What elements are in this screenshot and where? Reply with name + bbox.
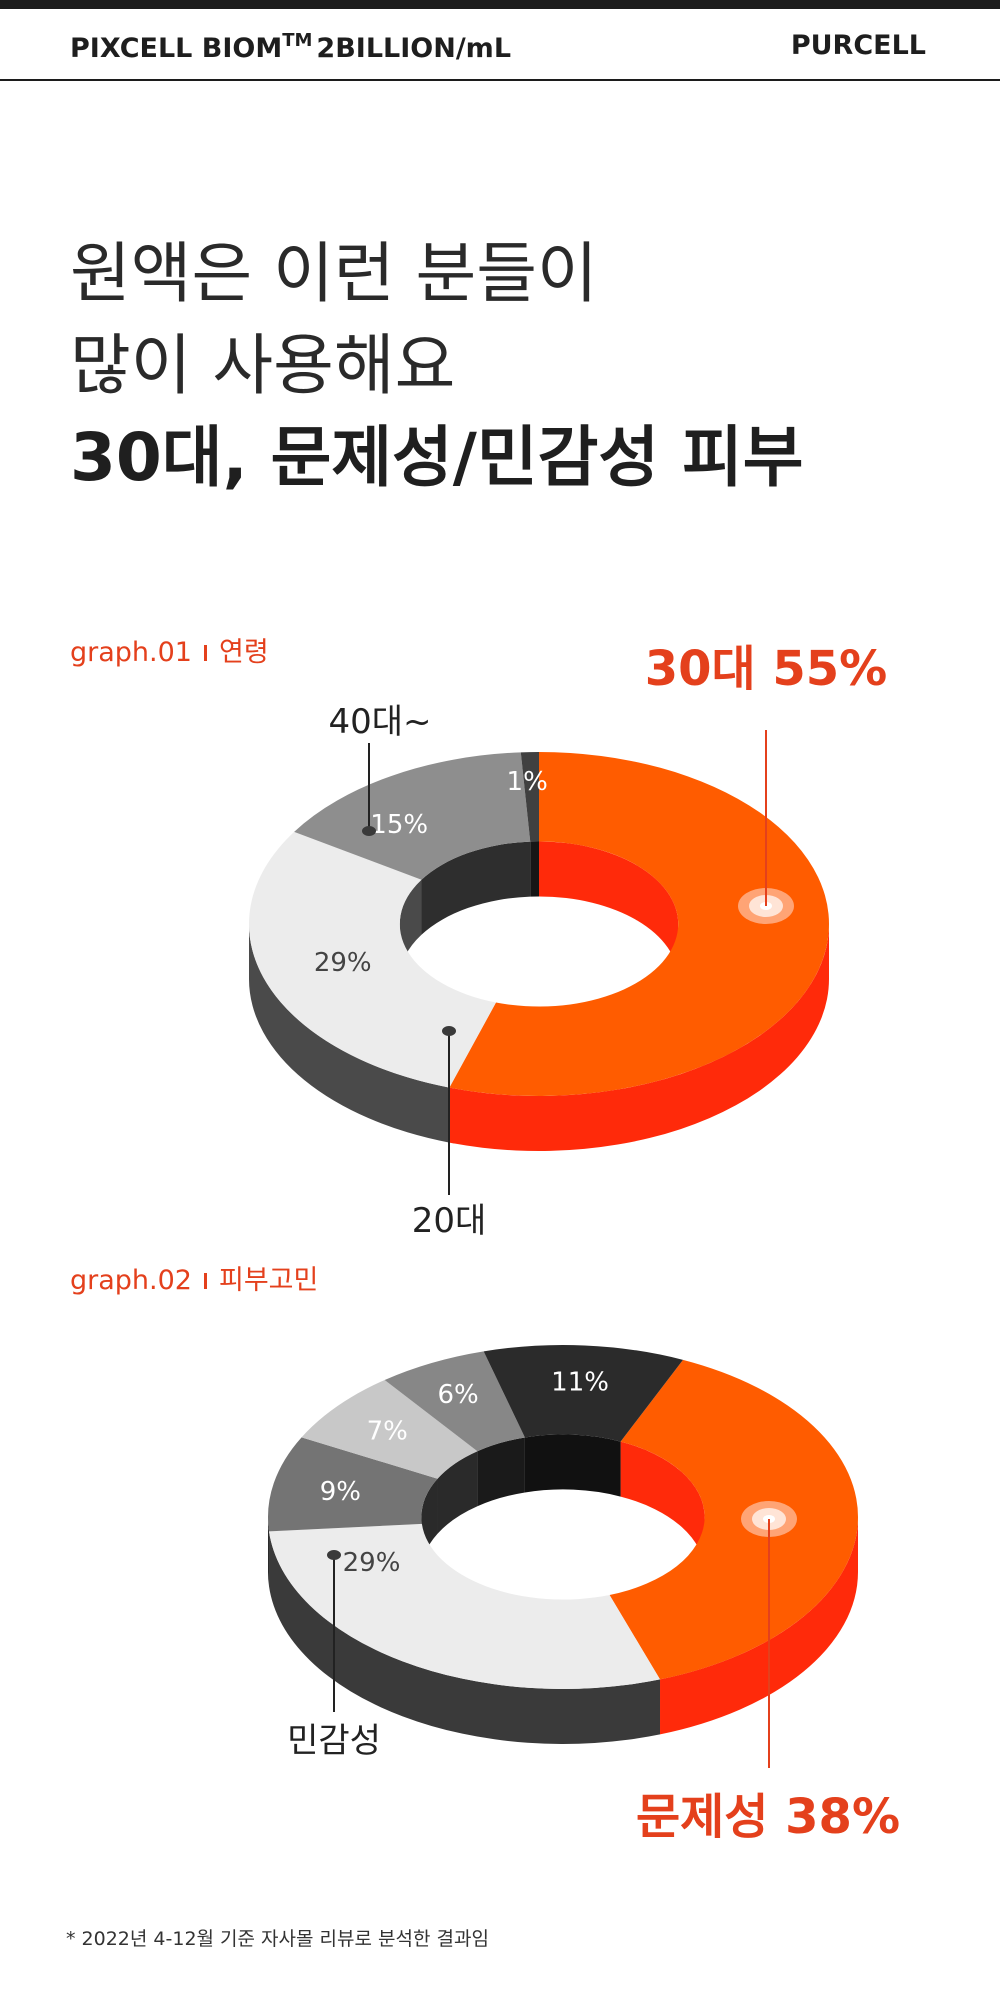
donut-inner-wall	[524, 1434, 621, 1497]
product-name: PIXCELL BIOMTM 2BILLION/mL	[70, 30, 511, 64]
callout-dot	[442, 1026, 456, 1036]
headline-line-3: 30대, 문제성/민감성 피부	[70, 419, 804, 496]
donut-slice	[609, 1359, 858, 1680]
graph2-label: graph.02 피부고민	[70, 1258, 318, 1297]
age-donut-chart: 29% 15% 1% 30대 55% 40대~ 20대	[248, 641, 888, 1241]
trademark-mark: TM	[282, 30, 313, 51]
brand-logo-text: PURCELL	[790, 30, 926, 61]
callout-20s: 20대	[412, 1201, 487, 1241]
donut-slice	[294, 752, 531, 880]
headline-line-2: 많이 사용해요	[70, 327, 456, 404]
donut-outer-wall	[660, 1517, 858, 1735]
slice-value-label: 6%	[437, 1380, 478, 1410]
slice-value-label: 11%	[551, 1367, 609, 1397]
donut-inner-wall	[530, 841, 539, 897]
callout-dot	[362, 826, 376, 836]
donut-inner-wall	[477, 1437, 525, 1507]
graph1-label: graph.01 연령	[70, 630, 269, 669]
page-headline: 원액은 이런 분들이 많이 사용해요 30대, 문제성/민감성 피부	[70, 228, 803, 504]
donut-outer-wall	[269, 1531, 661, 1744]
callout-dot	[327, 1550, 341, 1560]
donut-outer-wall	[449, 924, 829, 1151]
donut-outer-wall	[249, 924, 450, 1143]
callout-30s: 30대 55%	[645, 641, 888, 697]
callout-40s: 40대~	[328, 702, 431, 742]
label-divider	[203, 1273, 207, 1289]
graph2-label-prefix: graph.02	[70, 1265, 192, 1296]
donut-inner-wall	[539, 841, 679, 979]
donut-slice	[268, 1437, 438, 1532]
graph2-label-name: 피부고민	[218, 1265, 319, 1296]
slice-value-label: 29%	[343, 1548, 401, 1578]
donut-slice	[301, 1379, 478, 1479]
skin-concern-donut-chart: 29% 9% 7% 6% 11% 문제성 38% 민감성	[268, 1345, 900, 1845]
slice-value-label: 15%	[370, 810, 428, 840]
donut-inner-wall	[437, 1451, 478, 1534]
slice-value-label: 9%	[320, 1477, 361, 1507]
headline-line-1: 원액은 이런 분들이	[70, 235, 598, 312]
slice-value-label: 7%	[367, 1416, 408, 1446]
donut-slice	[384, 1351, 525, 1452]
product-name-main: PIXCELL BIOM	[70, 33, 283, 64]
graph1-label-prefix: graph.01	[70, 637, 192, 668]
donut-slice	[248, 831, 496, 1088]
donut-slice	[269, 1523, 661, 1689]
donut-slice	[449, 752, 830, 1097]
donut-inner-wall	[620, 1441, 705, 1572]
donut-outer-wall	[268, 1517, 270, 1587]
product-name-suffix: 2BILLION/mL	[316, 33, 512, 64]
label-divider	[203, 645, 207, 661]
graph1-label-name: 연령	[218, 637, 269, 668]
top-accent-bar	[0, 0, 1000, 9]
footnote: * 2022년 4-12월 기준 자사몰 리뷰로 분석한 결과임	[66, 1928, 489, 1950]
donut-slice	[520, 752, 539, 842]
slice-value-label: 1%	[507, 767, 548, 797]
callout-sensitive-skin: 민감성	[287, 1721, 381, 1761]
page-header: PIXCELL BIOMTM 2BILLION/mL PURCELL	[0, 9, 1000, 81]
donut-inner-wall	[421, 841, 531, 935]
slice-value-label: 29%	[314, 948, 372, 978]
callout-problem-skin: 문제성 38%	[636, 1789, 900, 1845]
donut-slice	[483, 1345, 683, 1442]
